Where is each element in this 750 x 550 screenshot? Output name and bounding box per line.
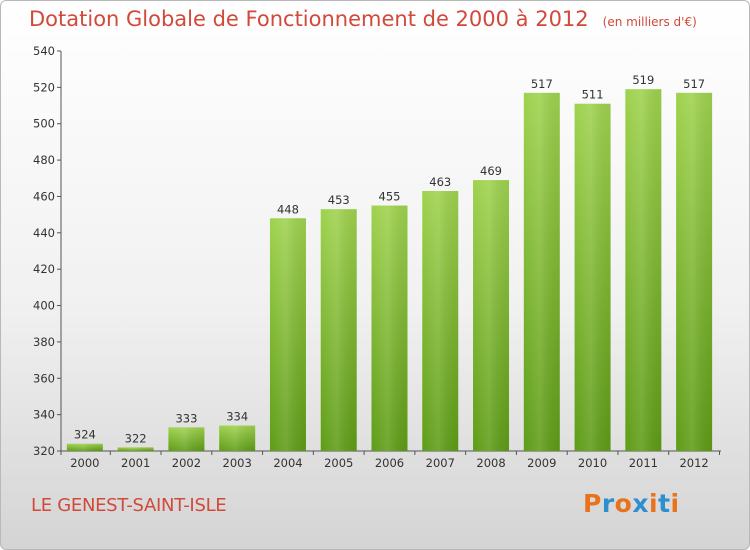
y-tick-label: 480: [33, 153, 55, 167]
data-labels: 324 322 333 334 448 453 455 463 469 517 511 519 517: [74, 73, 705, 445]
data-label-2012: 517: [683, 77, 705, 91]
y-tick-label: 540: [33, 44, 55, 58]
bar-shine: [320, 209, 357, 451]
bar-shine: [117, 447, 154, 451]
x-tick-label: 2009: [527, 456, 556, 470]
x-tick-label: 2008: [476, 456, 505, 470]
chart-subtitle: (en milliers d'€): [602, 15, 697, 29]
data-label-2010: 511: [582, 88, 604, 102]
chart-title-text: Dotation Globale de Fonctionnement de 20…: [29, 7, 589, 31]
data-label-2011: 519: [632, 73, 654, 87]
y-tick-label: 440: [33, 226, 55, 240]
logo-letter: P: [583, 489, 602, 518]
x-tick-label: 2004: [273, 456, 302, 470]
data-label-2009: 517: [531, 77, 553, 91]
bar-shine: [523, 92, 560, 452]
x-tick-label: 2010: [578, 456, 607, 470]
x-tick-label: 2001: [121, 456, 150, 470]
axes: 320 340 360 380 400 420 440 460 480 500 520 540 2000…: [33, 44, 721, 470]
logo-letter: r: [601, 489, 615, 518]
data-label-2005: 453: [328, 193, 350, 207]
data-label-2006: 455: [379, 190, 401, 204]
y-tick-label: 360: [33, 371, 55, 385]
logo-letter: x: [632, 489, 649, 518]
data-label-2002: 333: [175, 411, 197, 425]
bar-shine: [269, 218, 306, 451]
x-tick-label: 2005: [324, 456, 353, 470]
y-tick-label: 400: [33, 299, 55, 313]
data-label-2004: 448: [277, 202, 299, 216]
x-tick-label: 2011: [629, 456, 658, 470]
y-tick-label: 340: [33, 408, 55, 422]
x-tick-label: 2012: [679, 456, 708, 470]
chart-title: Dotation Globale de Fonctionnement de 20…: [29, 7, 697, 31]
y-tick-label: 320: [33, 444, 55, 458]
bar-shine: [422, 191, 459, 451]
data-label-2000: 324: [74, 428, 96, 442]
y-tick-label: 460: [33, 189, 55, 203]
data-label-2001: 322: [125, 431, 147, 445]
bar-shine: [219, 425, 256, 451]
x-tick-label: 2003: [223, 456, 252, 470]
data-label-2007: 463: [429, 175, 451, 189]
bar-shine: [473, 180, 510, 451]
bars: [66, 89, 713, 452]
x-tick-label: 2007: [426, 456, 455, 470]
bar-shine: [574, 103, 611, 452]
bar-shine: [676, 92, 713, 452]
y-tick-label: 380: [33, 335, 55, 349]
commune-name: LE GENEST-SAINT-ISLE: [31, 495, 227, 516]
x-tick-label: 2006: [375, 456, 404, 470]
bar-shine: [625, 89, 662, 451]
y-tick-label: 420: [33, 262, 55, 276]
data-label-2003: 334: [226, 410, 248, 424]
logo-letter: i: [649, 489, 659, 518]
bar-shine: [66, 443, 103, 451]
logo-letter: t: [658, 489, 671, 518]
y-tick-label: 520: [33, 80, 55, 94]
y-tick-label: 500: [33, 117, 55, 131]
x-tick-label: 2000: [70, 456, 99, 470]
data-label-2008: 469: [480, 164, 502, 178]
bar-shine: [371, 205, 408, 451]
logo-letter: i: [670, 489, 680, 518]
proxiti-logo[interactable]: Proxiti: [583, 489, 680, 518]
logo-letter: o: [614, 489, 633, 518]
x-tick-label: 2002: [172, 456, 201, 470]
bar-shine: [168, 427, 205, 451]
